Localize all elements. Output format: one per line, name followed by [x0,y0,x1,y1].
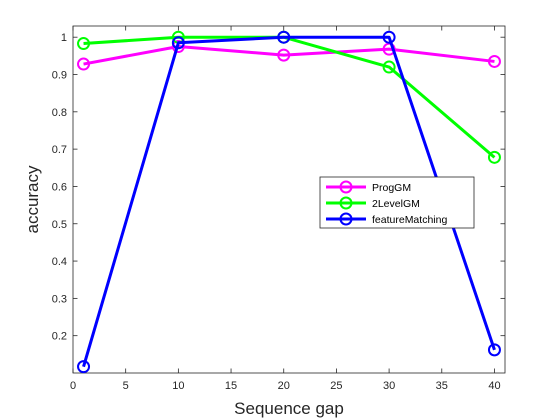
y-tick-label: 0.6 [52,181,67,193]
series-featureMatching [77,30,501,374]
y-tick-label: 1 [61,32,67,44]
legend-swatch-marker [339,180,353,194]
legend-item: featureMatching [326,212,447,226]
y-tick-label: 0.5 [52,219,67,231]
y-tick-label: 0.3 [52,293,67,305]
data-point [77,37,91,51]
series-line [83,45,495,66]
legend-label: ProgGM [372,182,411,194]
legend-label: 2LevelGM [372,198,420,210]
y-tick-label: 0.7 [52,144,67,156]
x-axis: 0 5 10 15 20 25 30 35 40 [70,26,501,392]
y-axis: 0.2 0.3 0.4 0.5 0.6 0.7 0.8 0.9 1 [52,32,505,343]
legend-label: featureMatching [372,214,447,226]
legend: ProgGM 2LevelGM featureMatching [319,176,475,229]
x-tick-label: 40 [488,380,500,392]
data-point [77,360,91,374]
data-point [171,40,185,54]
data-point [277,30,291,44]
data-point [487,150,501,164]
data-point [382,30,396,44]
data-point [382,60,396,74]
plot-area [72,25,506,374]
x-tick-label: 5 [123,380,129,392]
data-point [171,36,185,50]
x-tick-label: 35 [436,380,448,392]
legend-item: 2LevelGM [326,196,420,210]
series-layer [77,30,501,374]
x-tick-label: 30 [383,380,395,392]
x-axis-title: Sequence gap [234,399,344,418]
x-tick-label: 15 [225,380,237,392]
data-point [487,54,501,68]
y-tick-label: 0.8 [52,107,67,119]
y-tick-label: 0.2 [52,331,67,343]
x-tick-label: 25 [330,380,342,392]
series-line [82,35,496,368]
x-tick-label: 0 [70,380,76,392]
legend-item: ProgGM [326,180,411,194]
x-tick-label: 10 [172,380,184,392]
data-point [277,48,291,62]
y-axis-title: accuracy [23,165,42,234]
y-tick-label: 0.9 [52,70,67,82]
x-tick-label: 20 [278,380,290,392]
axes-box [72,25,506,374]
y-tick-label: 0.4 [52,256,67,268]
legend-swatch-marker [339,212,353,226]
data-point [77,57,91,71]
data-point [487,343,501,357]
legend-swatch-marker [339,196,353,210]
